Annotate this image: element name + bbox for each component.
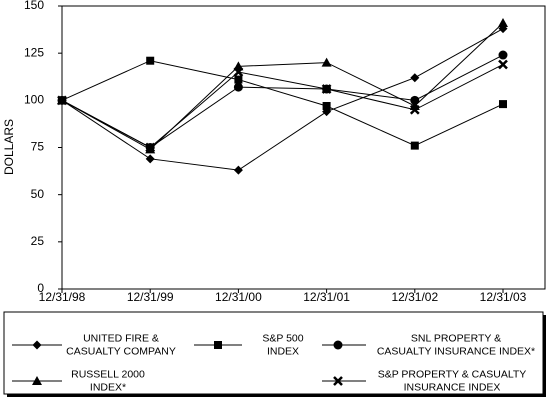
marker — [146, 56, 155, 65]
y-tick-label: 75 — [31, 140, 45, 154]
legend-label: INDEX — [267, 345, 299, 357]
marker — [498, 50, 508, 60]
legend-label: UNITED FIRE & — [83, 332, 159, 344]
legend-label: SNL PROPERTY & — [411, 332, 501, 344]
marker — [214, 341, 222, 349]
marker — [498, 59, 508, 70]
legend-label: S&P 500 — [262, 332, 303, 344]
marker — [145, 154, 155, 164]
y-tick-label: 100 — [24, 93, 44, 107]
series-line — [61, 22, 504, 151]
y-tick-label: 50 — [31, 187, 45, 201]
marker — [32, 340, 42, 350]
marker — [233, 165, 243, 175]
legend-label: S&P PROPERTY & CASUALTY — [378, 368, 527, 380]
x-tick-label: 12/31/98 — [39, 290, 86, 304]
marker — [333, 340, 343, 350]
x-tick-label: 12/31/03 — [480, 290, 527, 304]
legend-label: RUSSELL 2000 — [71, 368, 145, 380]
y-tick-label: 25 — [31, 234, 45, 248]
y-tick-label: 0 — [37, 281, 44, 295]
legend-label: CASUALTY COMPANY — [66, 345, 176, 357]
legend-label: CASUALTY INSURANCE INDEX* — [377, 345, 535, 357]
marker — [233, 82, 243, 92]
x-tick-label: 12/31/01 — [303, 290, 350, 304]
y-tick-label: 150 — [24, 0, 44, 12]
marker — [499, 100, 507, 109]
x-tick-label: 12/31/99 — [127, 290, 174, 304]
plot-frame — [61, 5, 546, 290]
marker — [333, 376, 343, 386]
legend-label: INDEX* — [90, 381, 126, 393]
x-tick-label: 12/31/02 — [391, 290, 438, 304]
marker — [410, 95, 420, 105]
marker — [322, 101, 331, 110]
series-line — [61, 60, 504, 147]
marker — [321, 84, 332, 94]
x-tick-label: 12/31/00 — [215, 290, 262, 304]
series-line — [61, 28, 504, 171]
legend-label: INSURANCE INDEX — [404, 381, 501, 393]
y-axis-label: DOLLARS — [2, 119, 16, 175]
marker — [410, 73, 420, 83]
y-tick-label: 125 — [24, 45, 44, 59]
marker — [409, 104, 420, 115]
marker — [498, 17, 508, 27]
marker — [57, 95, 67, 106]
series-line — [61, 54, 504, 149]
legend-box — [3, 311, 544, 395]
marker — [233, 67, 244, 77]
marker — [410, 141, 419, 150]
marker — [32, 376, 42, 385]
marker — [145, 142, 156, 153]
marker — [234, 75, 243, 84]
marker — [321, 57, 332, 67]
series-line — [61, 64, 504, 149]
